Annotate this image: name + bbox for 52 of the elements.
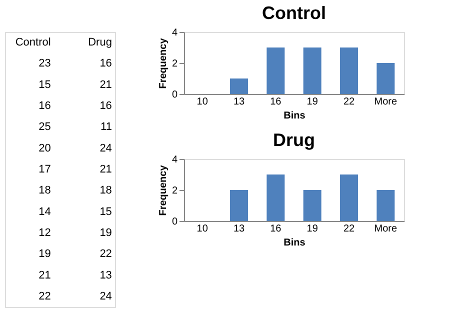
x-axis-title: Bins — [284, 110, 306, 122]
text: 18 — [38, 184, 51, 197]
x-tick-label: 10 — [196, 96, 208, 108]
x-tick-label: More — [374, 224, 398, 234]
text: 18 — [100, 184, 112, 197]
y-tick-label: 2 — [172, 58, 178, 70]
text: 19 — [38, 248, 51, 260]
text: 23 — [38, 58, 51, 70]
x-axis-title: Bins — [284, 238, 306, 248]
bar — [376, 63, 395, 94]
x-tick-label: 13 — [233, 224, 245, 234]
text: Drug — [88, 36, 112, 49]
bar — [230, 78, 248, 94]
bar — [340, 48, 358, 94]
x-tick-label: 22 — [343, 224, 355, 234]
y-tick-label: 4 — [172, 28, 178, 38]
text: 16 — [100, 58, 112, 70]
y-tick-label: 0 — [172, 216, 178, 228]
bar — [303, 48, 322, 94]
y-axis-title: Frequency — [158, 38, 169, 89]
text: 21 — [100, 78, 112, 91]
x-tick-label: 22 — [343, 96, 355, 108]
text: 14 — [38, 206, 51, 218]
text: 17 — [38, 164, 51, 176]
text: 22 — [100, 248, 112, 260]
x-tick-label: 10 — [196, 224, 208, 234]
text: 24 — [100, 142, 112, 154]
x-tick-label: More — [374, 96, 398, 108]
text: 20 — [38, 142, 51, 154]
text: 21 — [100, 164, 112, 176]
x-tick-label: 13 — [233, 96, 245, 108]
bar — [266, 48, 285, 94]
text: 21 — [38, 269, 51, 282]
text: 13 — [100, 269, 112, 282]
x-tick-label: 19 — [306, 96, 318, 108]
text: Control — [15, 36, 51, 49]
text: 15 — [38, 78, 51, 91]
text: 15 — [100, 206, 112, 218]
x-tick-label: 16 — [270, 96, 282, 108]
chart-title: Drug — [273, 130, 315, 150]
text: 25 — [38, 121, 51, 134]
y-tick-label: 2 — [172, 186, 178, 196]
text: 11 — [100, 121, 112, 134]
chart-title: Control — [262, 3, 326, 23]
y-tick-label: 0 — [172, 90, 178, 100]
text: 12 — [38, 226, 51, 239]
y-tick-label: 4 — [172, 154, 178, 166]
y-axis-title: Frequency — [158, 164, 169, 216]
text: 22 — [38, 290, 51, 302]
x-tick-label: 19 — [306, 224, 318, 234]
text: 24 — [100, 290, 112, 302]
x-tick-label: 16 — [270, 224, 282, 234]
